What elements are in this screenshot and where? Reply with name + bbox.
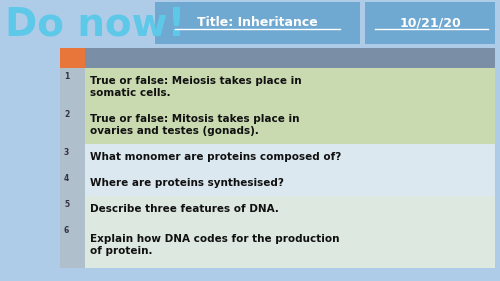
Text: True or false: Mitosis takes place in
ovaries and testes (gonads).: True or false: Mitosis takes place in ov… — [90, 114, 300, 136]
FancyBboxPatch shape — [85, 196, 495, 222]
FancyBboxPatch shape — [85, 106, 495, 144]
Text: Explain how DNA codes for the production
of protein.: Explain how DNA codes for the production… — [90, 234, 340, 256]
FancyBboxPatch shape — [365, 2, 495, 44]
FancyBboxPatch shape — [60, 170, 85, 196]
Text: 1: 1 — [64, 72, 69, 81]
FancyBboxPatch shape — [60, 48, 85, 68]
FancyBboxPatch shape — [60, 68, 85, 106]
Text: True or false: Meiosis takes place in
somatic cells.: True or false: Meiosis takes place in so… — [90, 76, 302, 98]
Text: 4: 4 — [64, 174, 69, 183]
FancyBboxPatch shape — [85, 222, 495, 268]
Text: 3: 3 — [64, 148, 69, 157]
FancyBboxPatch shape — [85, 144, 495, 170]
Text: Title: Inheritance: Title: Inheritance — [196, 17, 318, 30]
Text: Where are proteins synthesised?: Where are proteins synthesised? — [90, 178, 284, 188]
Text: What monomer are proteins composed of?: What monomer are proteins composed of? — [90, 152, 341, 162]
FancyBboxPatch shape — [60, 196, 85, 222]
FancyBboxPatch shape — [85, 48, 495, 68]
Text: 2: 2 — [64, 110, 69, 119]
FancyBboxPatch shape — [85, 68, 495, 106]
FancyBboxPatch shape — [85, 170, 495, 196]
Text: Do now!: Do now! — [5, 5, 186, 43]
FancyBboxPatch shape — [60, 144, 85, 170]
FancyBboxPatch shape — [155, 2, 360, 44]
FancyBboxPatch shape — [60, 222, 85, 268]
Text: 5: 5 — [64, 200, 69, 209]
Text: 6: 6 — [64, 226, 69, 235]
Text: 10/21/20: 10/21/20 — [399, 17, 461, 30]
FancyBboxPatch shape — [60, 106, 85, 144]
Text: Describe three features of DNA.: Describe three features of DNA. — [90, 204, 279, 214]
